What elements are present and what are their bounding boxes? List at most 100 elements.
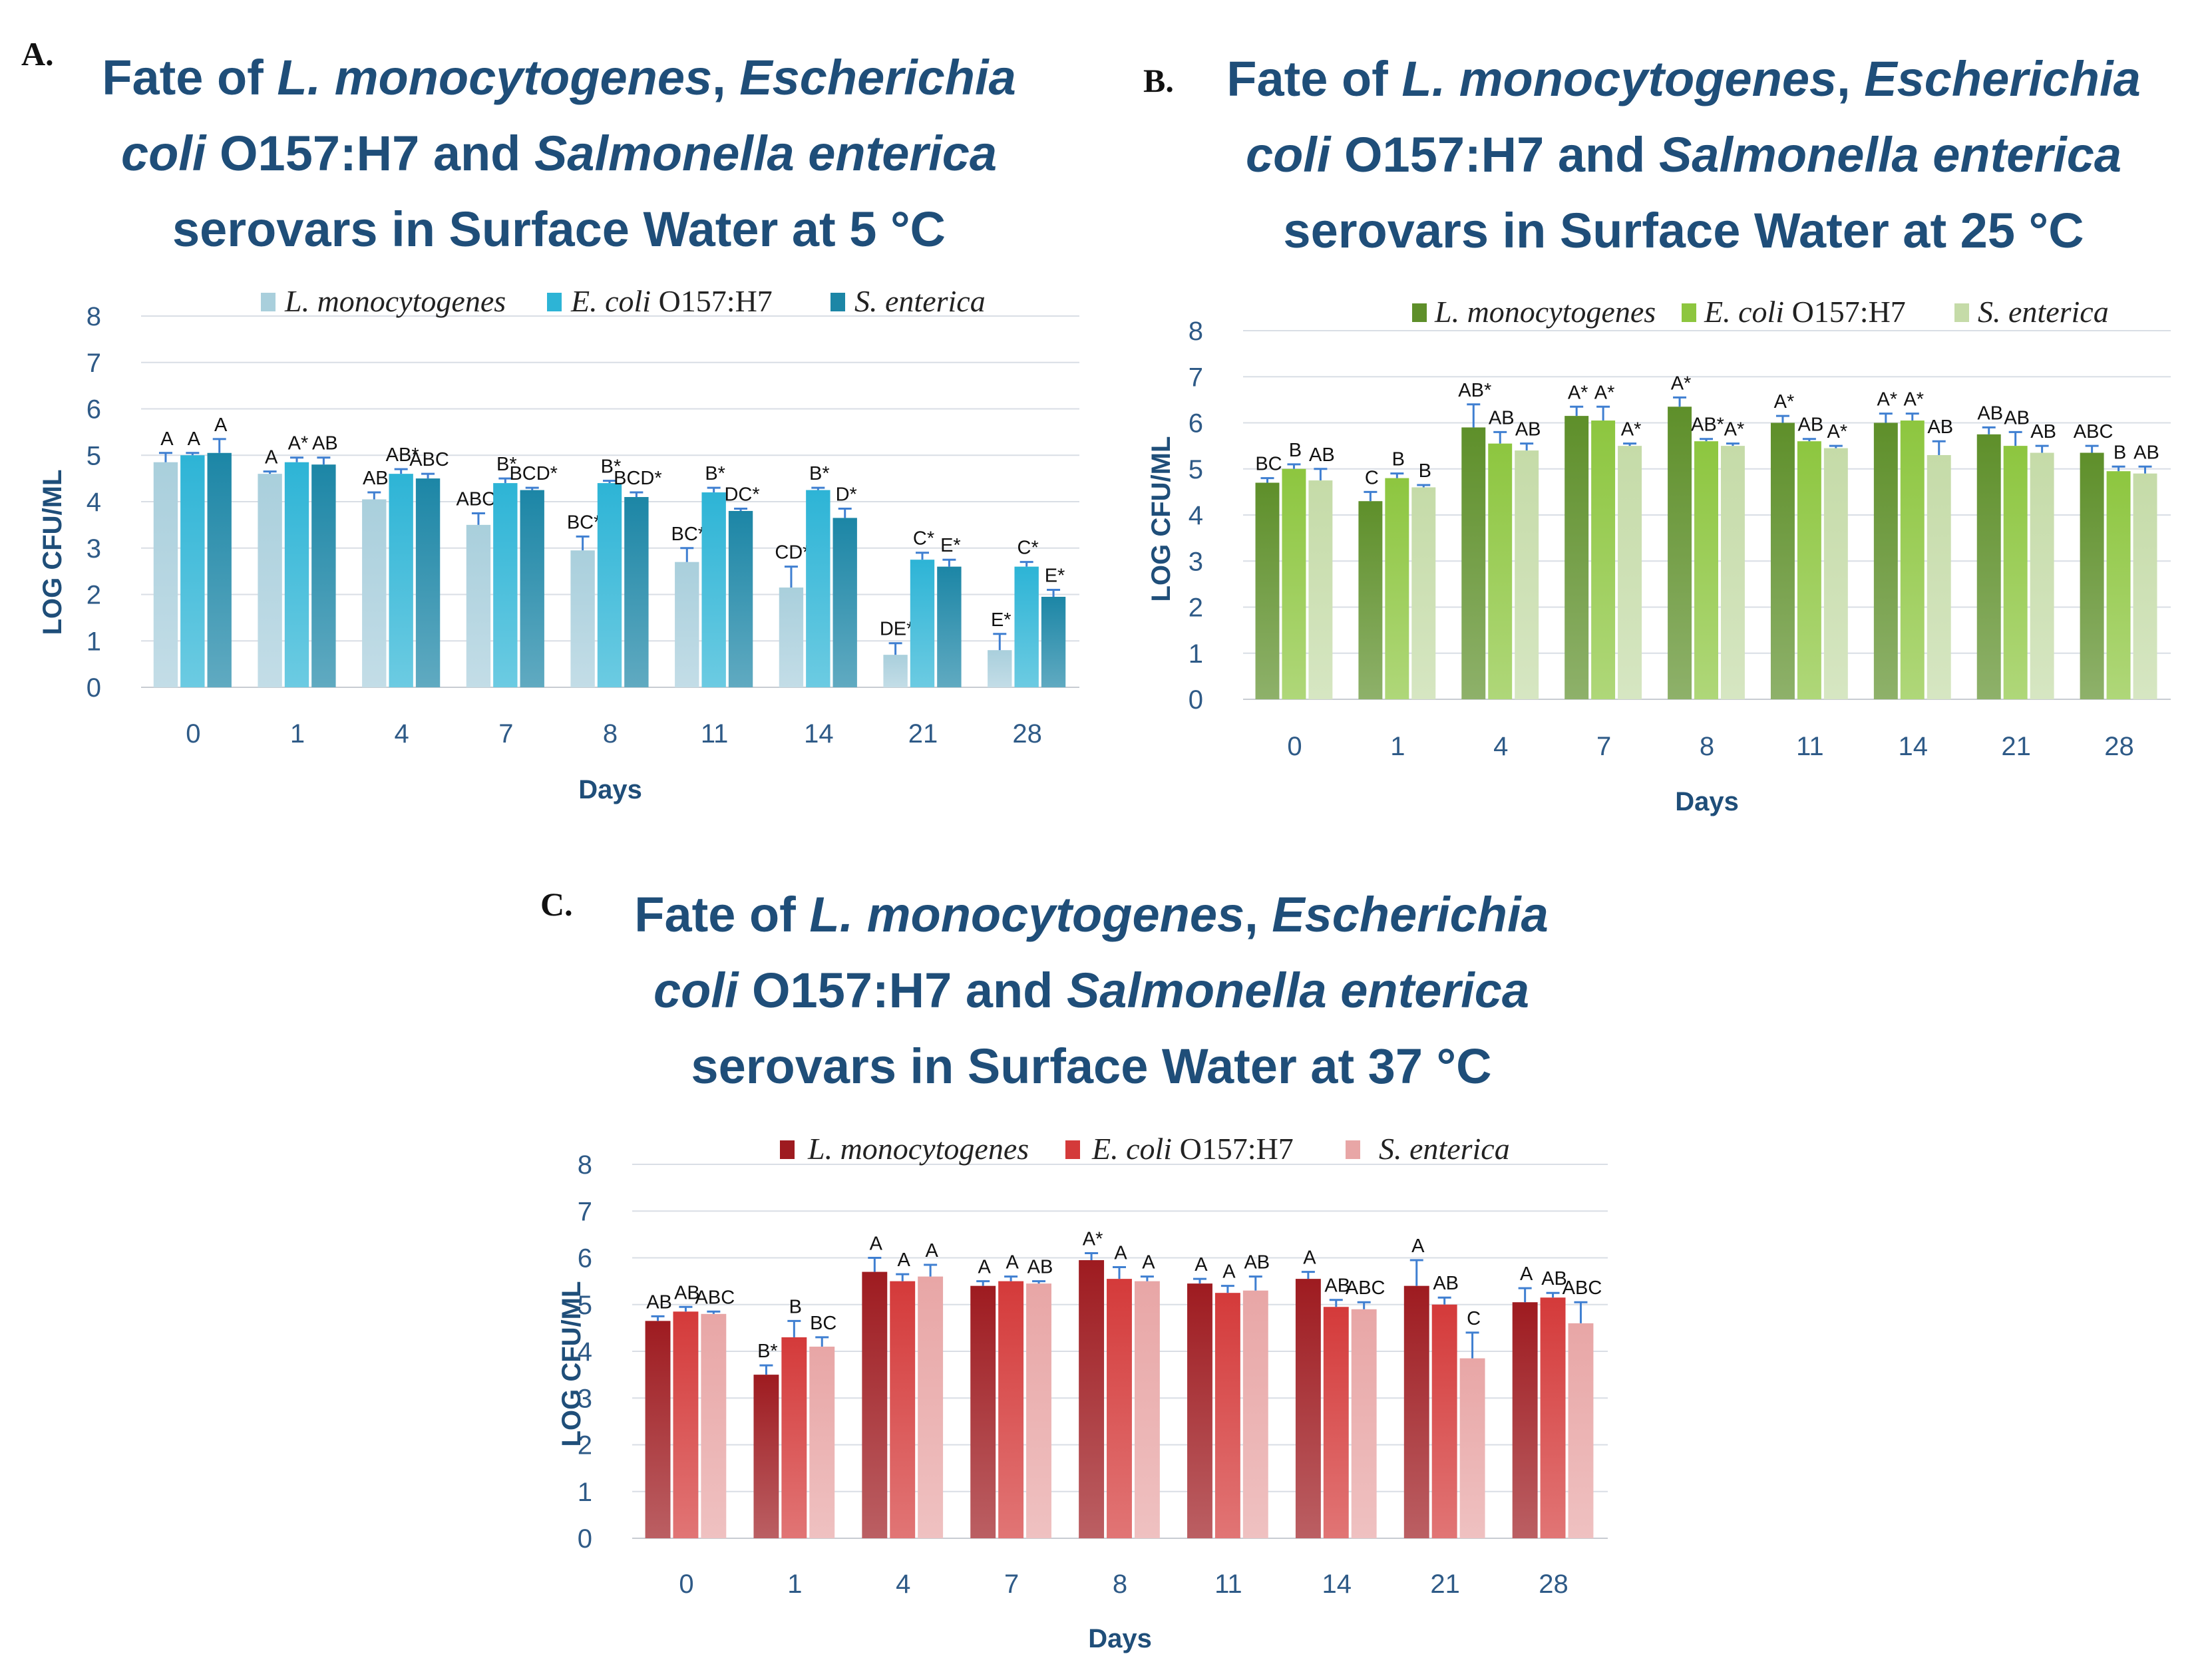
significance-label: B* (757, 1341, 778, 1362)
title-middle: O157:H7 and (1330, 127, 1659, 182)
legend: L. monocytogenes E. coli O157:H7 S. enteri… (780, 1132, 1510, 1166)
legend: L. monocytogenes E. coli O157:H7 S. enteri… (261, 284, 986, 318)
x-tick-label: 1 (290, 719, 305, 749)
title-separator: , (712, 50, 740, 105)
significance-label: A* (288, 433, 309, 454)
y-tick-label: 3 (578, 1384, 592, 1413)
title-separator: , (1837, 51, 1865, 106)
legend-label: E. coli O157:H7 (1091, 1132, 1294, 1166)
legend-label: E. coli O157:H7 (1704, 295, 1906, 329)
significance-label: A (265, 447, 278, 468)
bar (883, 655, 908, 687)
y-tick-label: 6 (87, 395, 101, 424)
legend: L. monocytogenes E. coli O157:H7 S. enteri… (1412, 295, 2109, 329)
y-tick-label: 4 (1189, 501, 1203, 530)
bar (781, 1337, 807, 1538)
bar (1385, 478, 1409, 699)
y-tick-label: 0 (578, 1524, 592, 1554)
bar (1014, 566, 1039, 687)
title-prefix: Fate of (102, 50, 277, 105)
significance-label: A (1114, 1243, 1127, 1264)
significance-label: AB* (1458, 380, 1491, 401)
significance-label: B (1419, 460, 1431, 482)
significance-label: A (1222, 1261, 1236, 1283)
bar (1358, 501, 1383, 699)
bar (779, 587, 804, 687)
chart-title-b: Fate of L. monocytogenes, Escherichia co… (1204, 41, 2163, 269)
significance-label: AB* (1691, 415, 1724, 436)
significance-label: DC* (724, 484, 759, 505)
significance-label: A (1195, 1254, 1208, 1275)
bar (970, 1285, 996, 1538)
bar (1079, 1260, 1105, 1538)
significance-label: A (1411, 1236, 1425, 1257)
title-italic-species: coli (653, 963, 739, 1018)
title-italic-organism: L. monocytogenes (809, 887, 1245, 942)
x-tick-label: 11 (1214, 1570, 1242, 1599)
bar (180, 455, 205, 687)
significance-label: A (1142, 1252, 1155, 1273)
y-tick-label: 8 (1189, 317, 1203, 346)
bar (1411, 487, 1436, 699)
chart-title-a: Fate of L. monocytogenes, Escherichia co… (80, 40, 1038, 267)
y-tick-label: 5 (578, 1291, 592, 1320)
significance-label: AB (2133, 442, 2159, 463)
significance-label: A* (1594, 382, 1615, 403)
x-axis-title: Days (578, 775, 642, 804)
legend-swatch (830, 293, 845, 311)
bar (1282, 468, 1306, 699)
bar (1512, 1302, 1538, 1538)
x-tick-label: 28 (2104, 732, 2134, 761)
bar (2106, 471, 2131, 699)
x-tick-label: 1 (1390, 732, 1405, 761)
y-tick-label: 2 (578, 1431, 592, 1460)
panel-letter-a: A. (21, 35, 54, 73)
y-axis-title: LOG CFU/ML (1147, 436, 1176, 602)
significance-label: A* (1827, 421, 1848, 442)
significance-label: A (188, 428, 201, 450)
significance-label: BC* (567, 512, 602, 533)
bar (806, 490, 830, 687)
legend-label: S. enterica (854, 284, 986, 318)
title-italic-species: coli (1245, 127, 1331, 182)
significance-label: A (1006, 1252, 1019, 1273)
x-tick-label: 11 (1796, 732, 1824, 761)
significance-label: ABC (695, 1287, 735, 1308)
title-italic-species: coli (120, 126, 206, 181)
bar (673, 1311, 699, 1538)
significance-label: A* (1903, 389, 1924, 411)
bar (890, 1281, 916, 1538)
bar (2030, 452, 2054, 699)
title-prefix: Fate of (1226, 51, 1402, 106)
significance-label: B* (705, 463, 725, 484)
x-tick-label: 14 (804, 719, 834, 749)
significance-label: AB* (386, 444, 419, 466)
significance-label: C (1467, 1308, 1481, 1329)
bar (1591, 420, 1616, 699)
title-prefix: Fate of (634, 887, 810, 942)
bar (998, 1281, 1024, 1538)
bar (701, 492, 726, 687)
chart-title-c: Fate of L. monocytogenes, Escherichia co… (619, 877, 1564, 1104)
bar (1461, 427, 1486, 699)
legend-swatch (1065, 1140, 1080, 1159)
x-tick-label: 8 (603, 719, 618, 749)
bar (1214, 1293, 1240, 1538)
y-tick-label: 6 (1189, 409, 1203, 438)
legend-label: S. enterica (1978, 295, 2109, 329)
bar (1295, 1279, 1321, 1538)
bar (1515, 450, 1539, 699)
significance-label: AB (1977, 403, 2003, 424)
bar (1242, 1290, 1268, 1538)
bar (728, 510, 753, 687)
bar (1927, 454, 1951, 699)
significance-label: A* (1774, 391, 1795, 413)
significance-label: AB (646, 1291, 672, 1313)
bar (493, 483, 518, 687)
significance-label: A (870, 1234, 883, 1255)
significance-label: A* (1621, 419, 1642, 440)
significance-label: BCD* (509, 463, 558, 484)
legend-label: E. coli O157:H7 (570, 284, 773, 318)
bar (1134, 1281, 1160, 1538)
significance-label: B (1289, 440, 1302, 461)
